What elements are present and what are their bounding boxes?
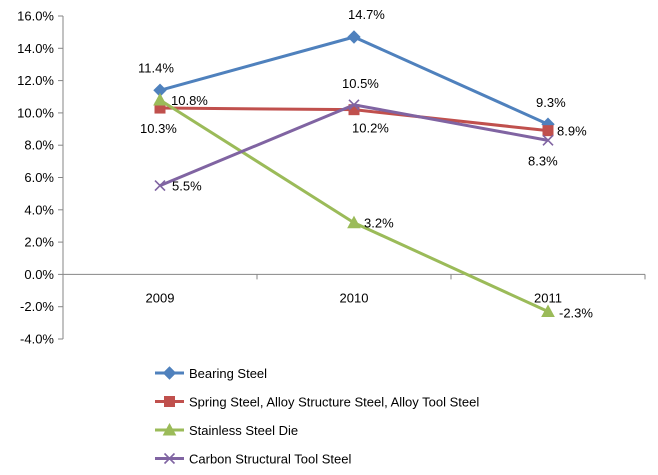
x-tick-label: 2011 bbox=[534, 290, 562, 305]
y-tick-label: 4.0% bbox=[24, 202, 54, 217]
y-tick-label: 14.0% bbox=[17, 41, 54, 56]
data-point-marker bbox=[153, 92, 167, 106]
legend-marker bbox=[164, 396, 175, 407]
x-tick-label: 2009 bbox=[146, 290, 175, 305]
series-1 bbox=[153, 30, 555, 131]
data-label: 10.8% bbox=[171, 93, 208, 108]
data-point-marker bbox=[541, 304, 555, 318]
legend-entry: Stainless Steel Die bbox=[155, 422, 298, 438]
y-tick-label: 10.0% bbox=[17, 105, 54, 120]
y-tick-label: -2.0% bbox=[20, 299, 54, 314]
legend-label: Bearing Steel bbox=[189, 366, 267, 381]
data-labels-layer: 11.4% 14.7% 9.3% 10.3% 10.2% 8.9% 10.8% 3.2% -2.… bbox=[138, 7, 593, 321]
series-3 bbox=[153, 92, 555, 318]
legend-marker bbox=[162, 422, 177, 436]
legend-label: Carbon Structural Tool Steel bbox=[189, 452, 351, 467]
legend-marker bbox=[162, 366, 177, 380]
x-tick-label: 2010 bbox=[340, 290, 369, 305]
legend-marker bbox=[163, 452, 176, 465]
chart-legend: Bearing Steel Spring Steel, Alloy Structu… bbox=[155, 366, 479, 467]
data-point-marker bbox=[542, 134, 554, 146]
chart-axes: -4.0% -2.0% 0.0% 2.0% 4.0% 6.0% 8.0% 10.0% 12.0%… bbox=[17, 9, 646, 347]
series-4 bbox=[154, 99, 554, 192]
data-point-marker bbox=[347, 30, 361, 44]
y-tick-label: 8.0% bbox=[24, 138, 54, 153]
data-label: 10.5% bbox=[342, 76, 379, 91]
data-label: 5.5% bbox=[172, 179, 202, 194]
data-label: -2.3% bbox=[559, 306, 593, 321]
y-tick-label: 12.0% bbox=[17, 73, 54, 88]
legend-entry: Bearing Steel bbox=[155, 366, 267, 381]
data-point-marker bbox=[348, 99, 360, 111]
y-tick-label: -4.0% bbox=[20, 332, 54, 347]
data-point-marker bbox=[542, 125, 554, 137]
series-layer bbox=[153, 30, 555, 318]
legend-label: Spring Steel, Alloy Structure Steel, All… bbox=[189, 395, 479, 410]
data-point-marker bbox=[347, 215, 361, 229]
data-label: 10.2% bbox=[352, 121, 389, 136]
data-label: 8.9% bbox=[557, 124, 587, 139]
legend-entry: Spring Steel, Alloy Structure Steel, All… bbox=[155, 395, 479, 410]
data-label: 11.4% bbox=[138, 60, 174, 75]
data-label: 9.3% bbox=[536, 95, 566, 110]
y-tick-label: 6.0% bbox=[24, 170, 54, 185]
y-tick-label: 2.0% bbox=[24, 235, 54, 250]
y-tick-label: 16.0% bbox=[17, 9, 54, 24]
y-tick-label: 0.0% bbox=[24, 267, 54, 282]
data-point-marker bbox=[154, 180, 166, 192]
legend-entry: Carbon Structural Tool Steel bbox=[155, 452, 351, 467]
data-label: 3.2% bbox=[364, 216, 394, 231]
data-label: 8.3% bbox=[528, 153, 558, 168]
series-line bbox=[159, 103, 549, 187]
data-label: 10.3% bbox=[140, 121, 177, 136]
data-label: 14.7% bbox=[348, 7, 385, 22]
legend-label: Stainless Steel Die bbox=[189, 423, 298, 438]
